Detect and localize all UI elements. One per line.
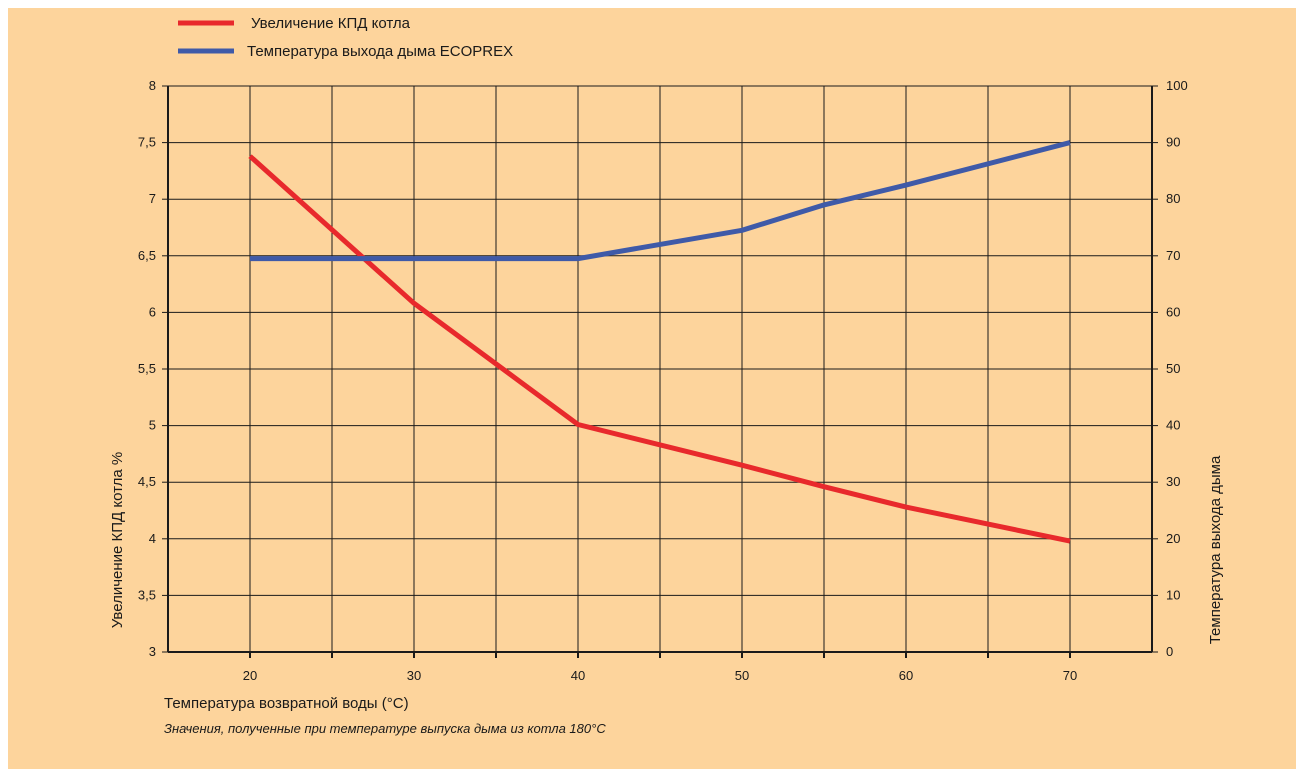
series-line-efficiency <box>248 154 1071 544</box>
y-left-tick-label: 4,5 <box>138 474 156 489</box>
axes <box>162 85 1158 658</box>
y-right-tick-label: 70 <box>1166 248 1180 263</box>
legend-label-smoke-temperature: Температура выхода дыма ECOPREX <box>247 43 513 60</box>
y-right-tick-label: 100 <box>1166 78 1188 93</box>
y-right-tick-label: 50 <box>1166 361 1180 376</box>
x-tick-label: 70 <box>1063 668 1077 683</box>
x-tick-label: 40 <box>571 668 585 683</box>
x-tick-label: 50 <box>735 668 749 683</box>
chart-note: Значения, полученные при температуре вып… <box>164 721 606 736</box>
y-right-tick-label: 90 <box>1166 135 1180 150</box>
y-right-tick-label: 30 <box>1166 474 1180 489</box>
tick-labels: 33,544,555,566,577,580102030405060708090… <box>138 78 1188 683</box>
y-right-tick-label: 60 <box>1166 304 1180 319</box>
y-left-tick-label: 6 <box>149 304 156 319</box>
grid <box>168 85 1152 653</box>
y-left-tick-label: 3 <box>149 644 156 659</box>
x-axis-title: Температура возвратной воды (°C) <box>164 695 409 712</box>
y-left-tick-label: 8 <box>149 78 156 93</box>
chart-background <box>8 8 1296 769</box>
legend: Увеличение КПД котла Температура выхода … <box>178 15 513 60</box>
y-left-tick-label: 3,5 <box>138 587 156 602</box>
series-line-smoke-temperature <box>250 140 1071 262</box>
y-left-tick-label: 5 <box>149 418 156 433</box>
y-left-tick-label: 5,5 <box>138 361 156 376</box>
y-left-tick-label: 7,5 <box>138 135 156 150</box>
y-right-tick-label: 80 <box>1166 191 1180 206</box>
x-tick-label: 30 <box>407 668 421 683</box>
y-left-tick-label: 6,5 <box>138 248 156 263</box>
y-left-tick-label: 4 <box>149 531 156 546</box>
y-right-axis-title: Температура выхода дыма <box>1207 455 1224 644</box>
legend-label-efficiency: Увеличение КПД котла <box>251 15 411 32</box>
y-right-tick-label: 0 <box>1166 644 1173 659</box>
y-right-tick-label: 10 <box>1166 587 1180 602</box>
x-tick-label: 60 <box>899 668 913 683</box>
y-right-tick-label: 20 <box>1166 531 1180 546</box>
series <box>248 140 1071 544</box>
y-left-tick-label: 7 <box>149 191 156 206</box>
y-right-tick-label: 40 <box>1166 418 1180 433</box>
y-left-axis-title: Увеличение КПД котла % <box>109 452 126 629</box>
x-tick-label: 20 <box>243 668 257 683</box>
